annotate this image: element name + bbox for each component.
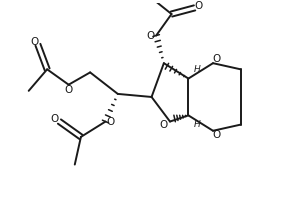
Text: H: H: [194, 65, 200, 74]
Text: O: O: [64, 85, 73, 95]
Text: O: O: [30, 37, 38, 47]
Text: O: O: [212, 55, 220, 65]
Text: O: O: [51, 114, 59, 124]
Text: O: O: [146, 30, 155, 41]
Text: O: O: [212, 130, 220, 140]
Text: O: O: [106, 117, 114, 127]
Text: H: H: [194, 120, 200, 129]
Text: O: O: [194, 1, 202, 11]
Text: O: O: [160, 120, 168, 130]
